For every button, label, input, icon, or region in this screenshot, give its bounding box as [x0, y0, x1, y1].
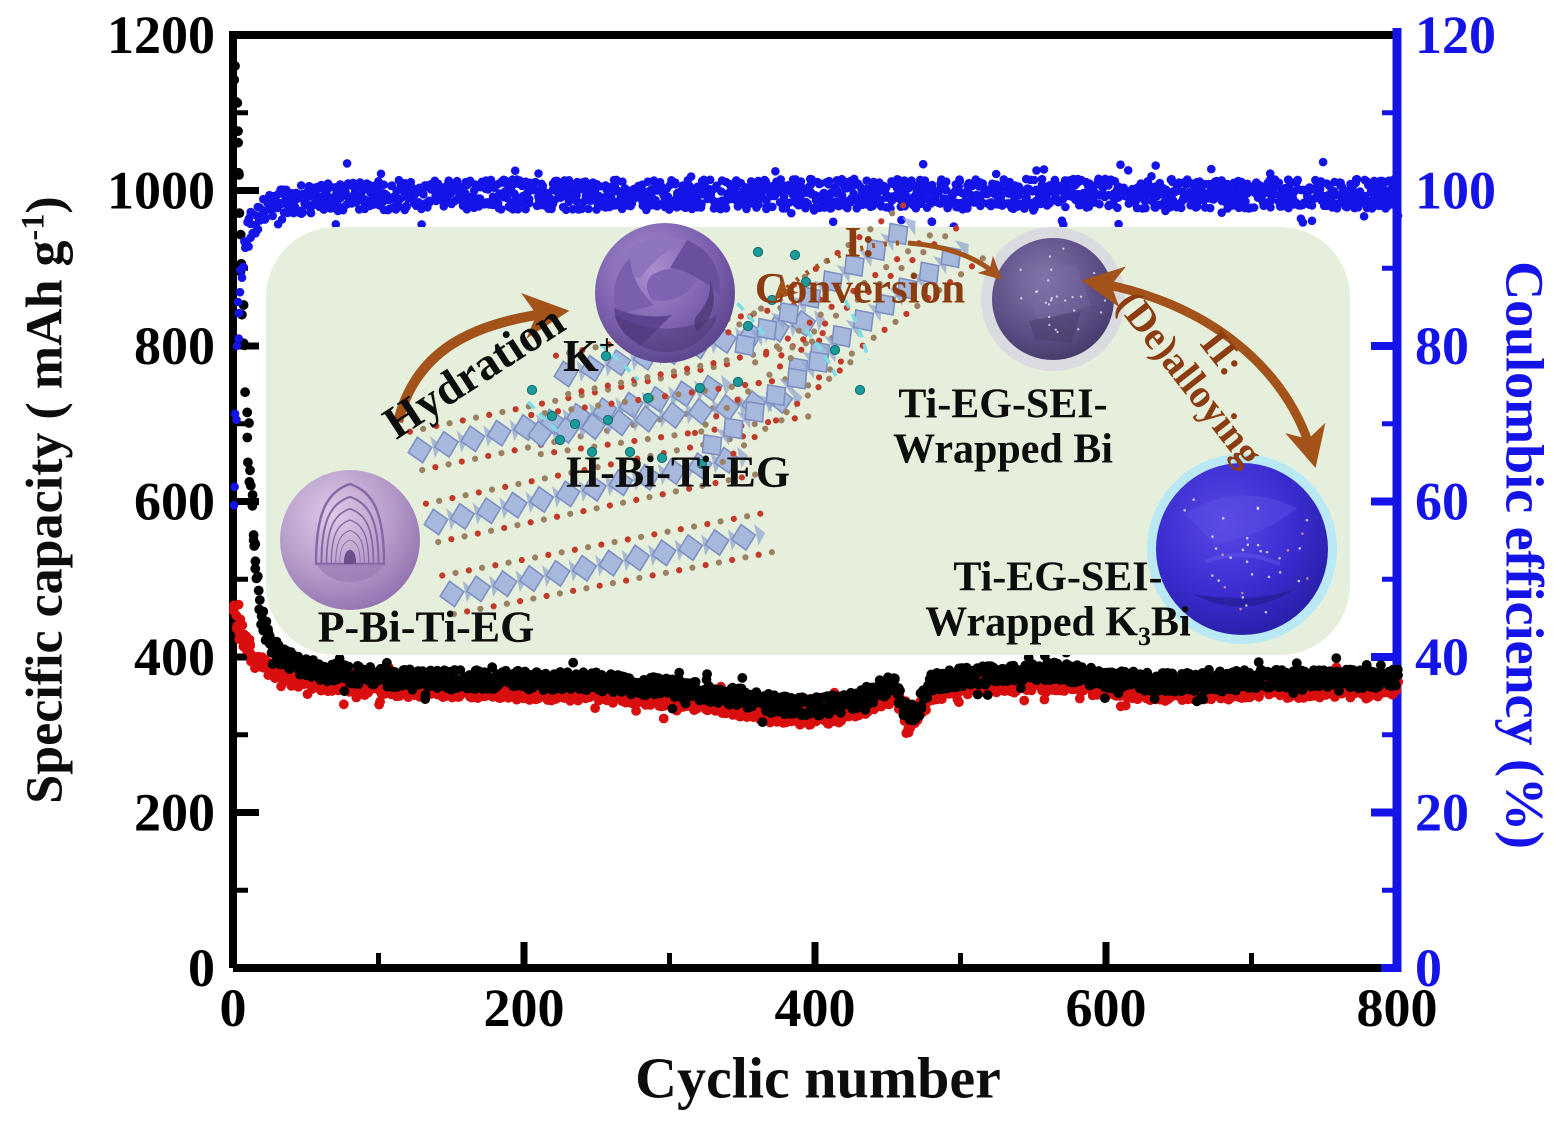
wrapped-bi-label: Ti-EG-SEI- Wrapped Bi	[893, 381, 1113, 472]
y-right-tick-label: 80	[1415, 316, 1469, 376]
bi-flower-sphere-icon	[595, 223, 735, 363]
crystal-layer	[691, 330, 854, 466]
x-tick-label: 400	[775, 978, 856, 1038]
hydration-arrow	[393, 293, 570, 424]
x-axis-title: Cyclic number	[635, 1047, 1001, 1108]
sei-wrapped-bi-sphere-icon	[981, 227, 1125, 371]
h-bi-ti-eg-label: H-Bi-Ti-EG	[565, 447, 791, 497]
y-left-tick-label: 0	[188, 938, 215, 998]
sei-wrapped-k3bi-sphere-icon	[1147, 454, 1337, 644]
y-axis-left-title: Specific capacity ( mAh g-1)	[14, 196, 74, 804]
y-right-tick-label: 0	[1415, 938, 1442, 998]
x-tick-label: 800	[1357, 978, 1438, 1038]
mechanism-arrows	[393, 240, 1326, 469]
dealloying-arrow	[1081, 266, 1326, 469]
y-right-title-text: Coulombic efficiency (%)	[1494, 261, 1555, 849]
y-left-title-sup: -1	[14, 213, 51, 241]
step1-conversion-label: I: Conversion	[754, 219, 966, 312]
p-bi-ti-eg-sphere-icon	[280, 470, 420, 610]
x-tick-label: 200	[484, 978, 565, 1038]
y-left-title-text: Specific capacity ( mAh g	[16, 240, 74, 804]
x-tick-label: 600	[1066, 978, 1147, 1038]
y-right-tick-label: 120	[1415, 5, 1496, 65]
series-charge-capacity	[229, 61, 1403, 727]
y-left-tick-label: 400	[134, 627, 215, 687]
series-coulombic-efficiency	[229, 157, 1403, 510]
conversion-arrow-solid	[907, 240, 1003, 280]
y-axis-right-title: Coulombic efficiency (%)	[1494, 261, 1555, 849]
p-bi-ti-eg-label: P-Bi-Ti-EG	[317, 602, 535, 652]
y-right-tick-label: 40	[1415, 627, 1469, 687]
y-left-title-close: )	[16, 196, 74, 214]
y-left-tick-label: 1000	[107, 161, 215, 221]
y-right-tick-label: 20	[1415, 783, 1469, 843]
y-left-tick-label: 800	[134, 316, 215, 376]
k-ion-label: K+	[562, 329, 616, 381]
wrapped-k3bi-label: Ti-EG-SEI- Wrapped K3Bi	[925, 554, 1191, 651]
x-title-text: Cyclic number	[635, 1045, 1001, 1111]
crystal-layer	[422, 433, 759, 546]
y-left-tick-label: 200	[134, 783, 215, 843]
y-left-tick-label: 600	[134, 472, 215, 532]
y-left-tick-label: 1200	[107, 5, 215, 65]
crystal-layer	[439, 510, 776, 618]
x-tick-label: 0	[220, 978, 247, 1038]
y-right-tick-label: 60	[1415, 472, 1469, 532]
crystal-layer	[725, 202, 933, 366]
y-right-tick-label: 100	[1415, 161, 1496, 221]
